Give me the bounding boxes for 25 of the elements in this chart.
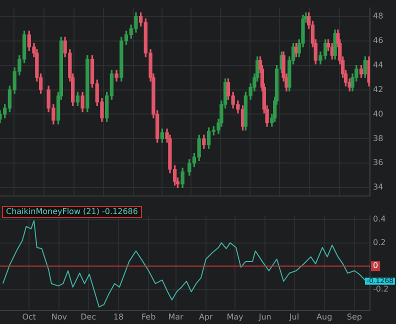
x-tick-label: May <box>226 312 244 322</box>
x-tick-label: Apr <box>198 312 214 322</box>
y-tick-label: 0.4 <box>373 214 386 224</box>
x-tick-label: Dec <box>80 312 96 322</box>
y-tick-label: 38 <box>373 134 384 143</box>
y-tick-label: 34 <box>373 182 384 192</box>
y-tick-label: 40 <box>373 109 384 118</box>
x-tick-label: Feb <box>141 312 156 322</box>
y-tick-label: 46 <box>373 36 384 45</box>
y-tick-label: 44 <box>373 60 384 70</box>
y-tick-label: 42 <box>373 84 384 94</box>
x-tick-label: Nov <box>51 312 68 322</box>
y-tick-label: 48 <box>373 11 384 20</box>
x-tick-label: Sep <box>346 312 362 322</box>
y-tick-label: 36 <box>373 158 384 168</box>
x-tick-label: Jun <box>258 312 272 322</box>
x-tick-label: Mar <box>168 312 184 322</box>
x-tick-label: Jul <box>288 312 300 322</box>
x-tick-label: Oct <box>22 312 36 322</box>
x-tick-label: Aug <box>316 312 332 322</box>
chart-title: ChaikinMoneyFlow (21) -0.12686 <box>2 206 142 218</box>
ref-line-label: 0 <box>373 261 378 270</box>
x-tick-label: 18 <box>113 312 124 322</box>
y-tick-label: -0.2 <box>373 284 389 294</box>
y-tick-label: 0.2 <box>373 238 386 247</box>
